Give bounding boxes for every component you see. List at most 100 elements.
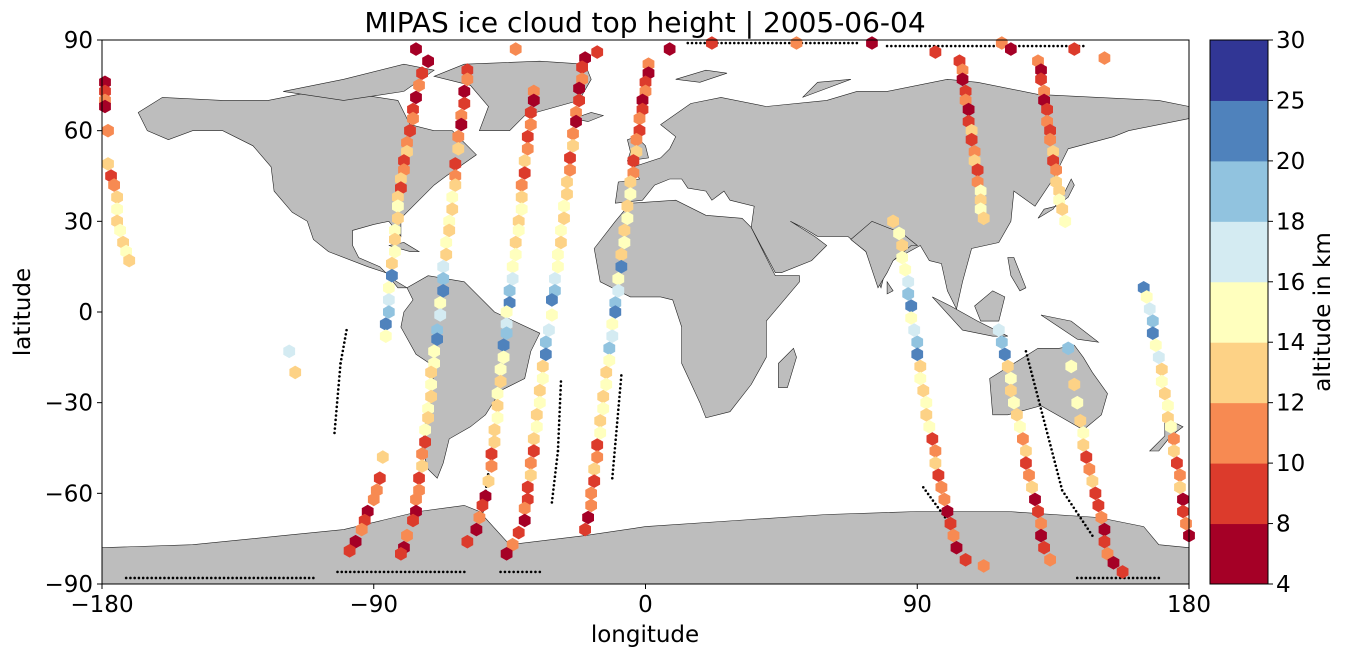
cloud-marker-s15-3	[1146, 314, 1159, 328]
no-cloud-dot-264	[720, 41, 723, 45]
no-cloud-dot-58	[557, 432, 560, 435]
no-cloud-dot-80	[618, 391, 622, 394]
colorbar-band-8	[1210, 40, 1268, 101]
no-cloud-dot-311	[945, 44, 949, 48]
cloud-marker-s3-16	[389, 223, 401, 238]
no-cloud-dot-257	[690, 41, 694, 45]
cloud-marker-s13-12	[1023, 468, 1035, 482]
no-cloud-dot-188	[286, 576, 290, 580]
cloud-marker-s6-30	[530, 408, 543, 422]
no-cloud-dot-297	[885, 44, 889, 48]
x-axis-title: longitude	[591, 622, 699, 648]
cloud-marker-s13-10	[1020, 444, 1032, 458]
colorbar-tick-label-9: 30	[1276, 28, 1305, 54]
cloud-marker-s6-15	[555, 223, 567, 238]
cloud-marker-s8-34	[591, 438, 604, 452]
no-cloud-dot-185	[273, 576, 277, 580]
no-cloud-dot-122	[1047, 435, 1050, 439]
no-cloud-dot-12	[338, 375, 341, 378]
no-cloud-dot-166	[192, 576, 196, 580]
no-cloud-dot-328	[1018, 44, 1021, 48]
cloud-marker-s5-20	[500, 317, 513, 331]
cloud-marker-s5-8	[515, 178, 528, 192]
no-cloud-dot-205	[378, 570, 382, 574]
cloud-marker-s8-25	[606, 329, 619, 343]
no-cloud-dot-243	[1106, 576, 1109, 580]
no-cloud-dot-161	[171, 576, 175, 580]
no-cloud-dot-15	[336, 388, 340, 391]
cloud-marker-s8-12	[624, 175, 637, 189]
cloud-marker-s6-19	[549, 272, 561, 286]
cloud-marker-s8-17	[618, 235, 631, 250]
cloud-marker-s6-21	[546, 293, 558, 307]
chart-title: MIPAS ice cloud top height | 2005-06-04	[364, 6, 925, 39]
cloud-marker-s14-9	[1086, 474, 1099, 488]
cloud-marker-s6-13	[558, 199, 570, 213]
no-cloud-dot-6	[340, 353, 344, 357]
no-cloud-dot-289	[825, 41, 829, 45]
cloud-marker-s8-37	[588, 474, 601, 488]
cloud-marker-s6-10	[564, 163, 576, 177]
cloud-marker-s3-6	[404, 123, 416, 138]
no-cloud-dot-348	[931, 499, 935, 502]
no-cloud-dot-72	[552, 488, 555, 491]
no-cloud-dot-258	[694, 41, 698, 45]
no-cloud-dot-51	[558, 401, 562, 405]
no-cloud-dot-169	[205, 576, 209, 580]
cloud-marker-s6-17	[552, 247, 564, 262]
no-cloud-dot-334	[1043, 44, 1047, 48]
no-cloud-dot-167	[197, 576, 200, 580]
cloud-marker-s3-20	[386, 268, 398, 283]
cloud-marker-s4-28	[425, 389, 437, 404]
no-cloud-dot-288	[821, 41, 825, 45]
cloud-marker-s13-9	[1017, 432, 1029, 446]
no-cloud-dot-186	[278, 576, 281, 580]
colorbar-tick-label-8: 25	[1276, 88, 1305, 114]
no-cloud-dot-299	[894, 44, 897, 48]
no-cloud-dot-168	[201, 576, 205, 580]
y-tick-label-5: −60	[44, 481, 93, 507]
no-cloud-dot-71	[552, 483, 556, 487]
x-axis-ticks: −180 −90 0 90 180	[70, 584, 1211, 618]
cloud-marker-s4-5	[455, 117, 468, 132]
colorbar-band-1	[1210, 463, 1268, 525]
no-cloud-dot-239	[1088, 576, 1092, 580]
no-cloud-dot-255	[1157, 576, 1161, 580]
no-cloud-dot-218	[433, 570, 437, 574]
cloud-marker-s0-7	[108, 178, 120, 192]
no-cloud-dot-271	[749, 41, 753, 45]
cloud-marker-s8-18	[615, 247, 628, 262]
cloud-marker-s12-17	[923, 420, 936, 434]
no-cloud-dot-53	[558, 410, 561, 414]
no-cloud-dot-102	[1025, 354, 1029, 357]
cloud-marker-s15-19	[1177, 504, 1189, 519]
no-cloud-dot-273	[758, 41, 761, 45]
no-cloud-dot-87	[615, 421, 619, 424]
no-cloud-dot-173	[222, 576, 226, 580]
cloud-marker-s15-9	[1159, 386, 1171, 401]
cloud-marker-s5-7	[518, 166, 531, 180]
no-cloud-dot-347	[929, 495, 932, 499]
land-antarctica	[101, 505, 1190, 585]
cloud-top-markers	[99, 36, 1195, 579]
no-cloud-dot-60	[557, 441, 560, 444]
cloud-marker-s4-6	[452, 129, 465, 144]
cloud-marker-s11-13	[1053, 184, 1066, 198]
no-cloud-dot-179	[248, 576, 251, 580]
cloud-marker-s14-8	[1083, 462, 1096, 476]
no-cloud-dot-182	[261, 576, 264, 580]
no-cloud-dot-130	[1055, 468, 1059, 472]
cloud-marker-s8-10	[627, 154, 640, 168]
no-cloud-dot-267	[732, 41, 736, 45]
cloud-marker-s5-1	[527, 93, 540, 108]
no-cloud-dot-303	[911, 44, 914, 48]
cloud-marker-s5-22	[497, 338, 510, 352]
no-cloud-dot-150	[124, 576, 128, 580]
cloud-marker-s6-29	[533, 395, 546, 410]
no-cloud-dot-128	[1053, 460, 1057, 463]
cloud-marker-s9-4	[929, 45, 942, 59]
cloud-marker-s15-2	[1143, 302, 1156, 316]
no-cloud-dot-86	[616, 416, 619, 420]
cloud-marker-s14-15	[1101, 547, 1114, 561]
